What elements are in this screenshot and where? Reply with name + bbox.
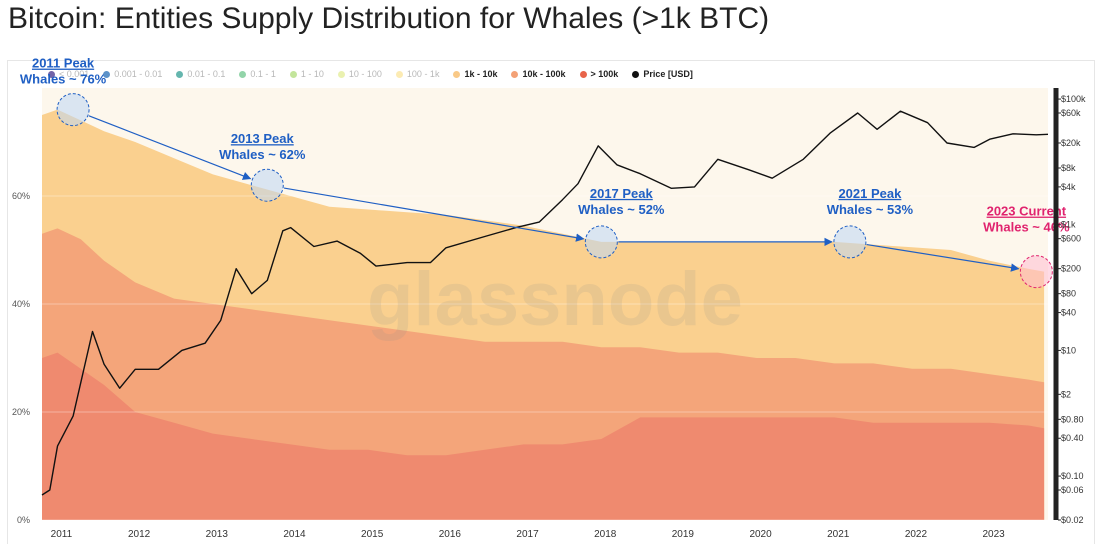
x-tick-label: 2019: [672, 529, 695, 540]
price-line: [41, 110, 1049, 496]
legend-label: > 100k: [590, 69, 619, 79]
x-tick-label: 2011: [51, 529, 73, 540]
legend: < 0.001 0.001 - 0.01 0.01 - 0.1 0.1 - 1 1 - …: [48, 69, 693, 79]
x-tick-label: 2020: [749, 529, 772, 540]
y-right-tick-label: $40: [1061, 308, 1076, 318]
y-right-tick-label: $20k: [1061, 138, 1081, 148]
legend-label: < 0.001: [59, 69, 90, 79]
y-right-tick-label: $60k: [1061, 108, 1081, 118]
annotation-title: 2023 Current: [987, 204, 1067, 219]
annotation-value: Whales ~ 62%: [219, 147, 306, 162]
annotation-value: Whales ~ 52%: [578, 202, 665, 217]
price-series-line: [41, 110, 1049, 496]
y-right-tick-label: $0.40: [1061, 433, 1084, 443]
legend-label: 1 - 10: [300, 69, 324, 79]
y-left-tick-label: 0%: [17, 515, 30, 525]
y-right-tick-label: $600: [1061, 234, 1081, 244]
x-tick-label: 2017: [516, 529, 539, 540]
legend-dot-icon: [453, 70, 461, 78]
trend-arrow: [866, 243, 1020, 272]
y-right-tick-label: $2: [1061, 389, 1071, 399]
legend-label: 100 - 1k: [406, 69, 440, 79]
y-right-tick-label: $0.80: [1061, 414, 1084, 424]
y-right-tick-label: $8k: [1061, 163, 1076, 173]
legend-item[interactable]: 0.001 - 0.01: [103, 69, 162, 79]
legend-dot-icon: [239, 70, 247, 78]
peak-marker: [584, 225, 618, 259]
legend-item[interactable]: 1k - 10k: [453, 69, 497, 79]
watermark: glassnode: [367, 257, 743, 342]
x-axis: 2011 2012 2013 2014 2015 2016 2017 2018 2019 2020…: [51, 529, 1006, 540]
x-tick-label: 2022: [905, 529, 928, 540]
legend-item[interactable]: < 0.001: [48, 69, 89, 79]
legend-item[interactable]: 0.1 - 1: [239, 69, 276, 79]
x-tick-label: 2016: [439, 529, 462, 540]
grid: [42, 195, 1048, 521]
legend-item[interactable]: Price [USD]: [632, 69, 693, 79]
y-right-tick-label: $0.02: [1061, 515, 1084, 525]
legend-item[interactable]: 100 - 1k: [395, 69, 440, 79]
annotation-title: 2011 Peak: [32, 56, 95, 71]
page-title: Bitcoin: Entities Supply Distribution fo…: [8, 2, 770, 35]
legend-dot-icon: [395, 70, 403, 78]
x-tick-label: 2018: [594, 529, 617, 540]
peak-marker: [1019, 255, 1053, 289]
legend-label: 0.1 - 1: [250, 69, 276, 79]
annotation-value: Whales ~ 46%: [983, 220, 1070, 235]
y-right-tick-label: $0.10: [1061, 471, 1084, 481]
trend-arrow: [88, 115, 252, 180]
legend-item[interactable]: 0.01 - 0.1: [176, 69, 225, 79]
y-right-tick-label: $0.06: [1061, 485, 1084, 495]
y-axis-left: 0% 20% 40% 60%: [12, 191, 30, 525]
x-tick-label: 2012: [128, 529, 151, 540]
legend-item[interactable]: 10k - 100k: [511, 69, 566, 79]
x-tick-label: 2013: [206, 529, 229, 540]
legend-dot-icon: [511, 70, 519, 78]
y-left-tick-label: 60%: [12, 191, 30, 201]
trend-arrow: [283, 187, 585, 242]
y-left-tick-label: 20%: [12, 407, 30, 417]
legend-label: 1k - 10k: [464, 69, 498, 79]
annotation-title: 2017 Peak: [590, 186, 654, 201]
y-right-tick-label: $100k: [1061, 94, 1086, 104]
legend-label: 0.01 - 0.1: [187, 69, 226, 79]
x-tick-label: 2023: [982, 529, 1005, 540]
peak-marker: [56, 93, 90, 127]
y-right-tick-label: $200: [1061, 264, 1081, 274]
x-tick-label: 2021: [827, 529, 850, 540]
legend-item[interactable]: 10 - 100: [337, 69, 382, 79]
legend-dot-icon: [337, 70, 345, 78]
legend-label: 10 - 100: [348, 69, 382, 79]
annotation-title: 2021 Peak: [838, 186, 902, 201]
legend-dot-icon: [103, 70, 111, 78]
annotation-value: Whales ~ 76%: [20, 72, 107, 87]
legend-dot-icon: [176, 70, 184, 78]
x-tick-label: 2014: [283, 529, 306, 540]
y-right-tick-label: $80: [1061, 289, 1076, 299]
area-layers: [42, 88, 1048, 520]
y-right-tick-label: $10: [1061, 345, 1076, 355]
peak-marker: [250, 168, 284, 202]
area--100k: [42, 352, 1045, 520]
legend-dot-icon: [48, 70, 55, 78]
y-left-tick-label: 40%: [12, 299, 30, 309]
peak-marker: [833, 225, 867, 259]
annotation-title: 2013 Peak: [231, 131, 295, 146]
y-right-tick-label: $4k: [1061, 182, 1076, 192]
legend-dot-icon: [579, 70, 587, 78]
annotation-value: Whales ~ 53%: [827, 202, 914, 217]
legend-label: 0.001 - 0.01: [114, 69, 163, 79]
legend-dot-icon: [632, 70, 640, 78]
y-right-tick-label: $1k: [1061, 220, 1076, 230]
legend-item[interactable]: 1 - 10: [289, 69, 324, 79]
y-axis-right: $0.02 $0.06 $0.10 $0.40 $0.80 $2 $10 $40 $80 $200…: [1053, 88, 1086, 525]
legend-dot-icon: [289, 70, 297, 78]
x-tick-label: 2015: [361, 529, 384, 540]
legend-label: Price [USD]: [643, 69, 693, 79]
legend-item[interactable]: > 100k: [579, 69, 619, 79]
legend-label: 10k - 100k: [522, 69, 566, 79]
